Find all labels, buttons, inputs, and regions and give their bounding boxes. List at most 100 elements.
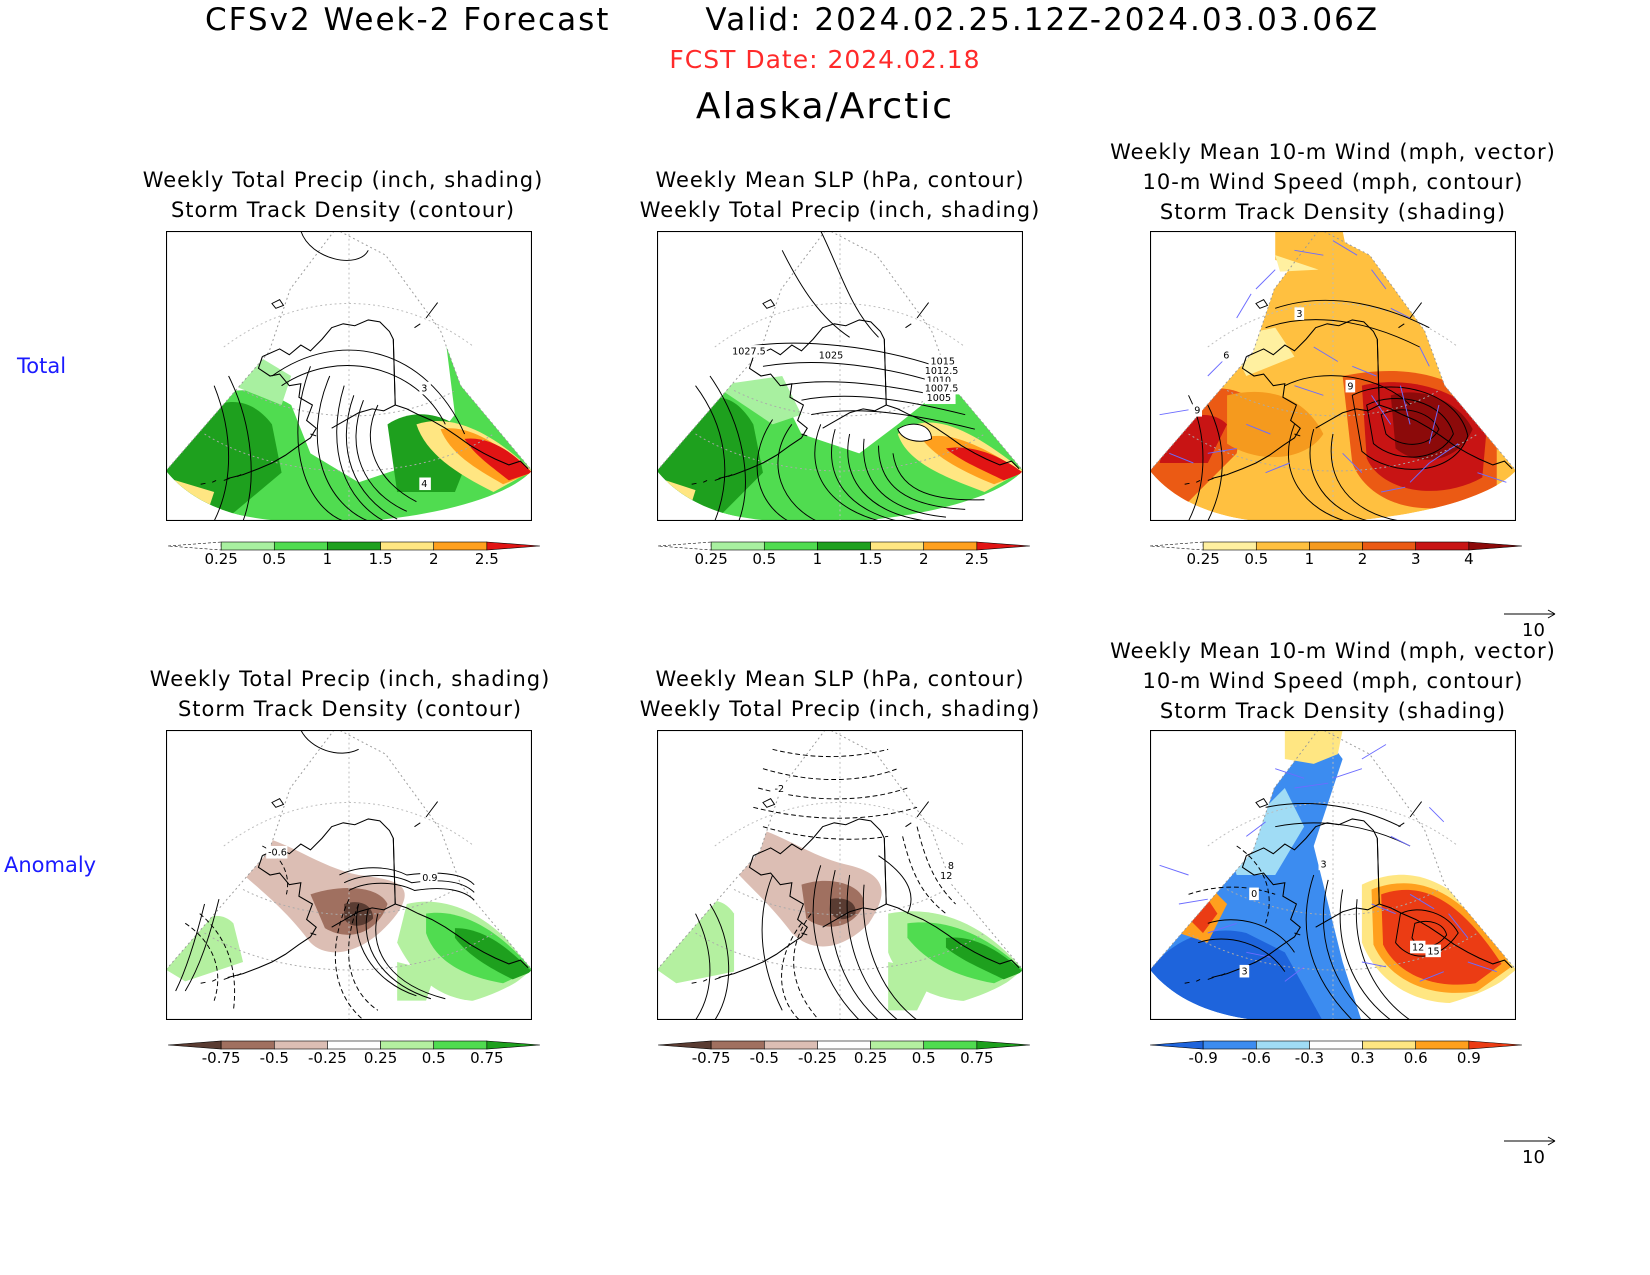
title-anom-precip: Weekly Total Precip (inch, shading) Stor…	[80, 664, 620, 724]
contour-label: 9	[1194, 406, 1200, 417]
colorbar-segment	[327, 1040, 381, 1050]
contour-label: 0	[1251, 889, 1257, 900]
title-line: Weekly Mean SLP (hPa, contour)	[655, 667, 1025, 691]
colorbar-tick-label: 0.5	[262, 550, 286, 568]
contour-label: -2	[775, 784, 785, 795]
colorbar-segment	[1362, 1040, 1417, 1050]
reference-vector-anomaly: 10	[1504, 1136, 1556, 1168]
contour-label: 1010	[927, 376, 951, 387]
colorbar-segment	[1202, 1040, 1257, 1050]
colorbar-tick-label: -0.75	[692, 1049, 731, 1067]
contour-label: 3	[421, 383, 427, 394]
map-total-precip: 3 4	[166, 231, 532, 521]
colorbar-tick-label: 0.5	[422, 1049, 446, 1067]
contour-label: 1025	[819, 351, 843, 362]
region-title: Alaska/Arctic	[695, 86, 955, 127]
title-line: Storm Track Density (contour)	[177, 697, 523, 721]
map-total-slp: 1027.5 1025 1015 1012.5 1010 1007.5 1005	[657, 231, 1023, 521]
colorbar-segment	[1255, 541, 1310, 551]
contour-label: 1005	[927, 393, 951, 404]
colorbar-segment	[710, 541, 765, 551]
colorbar-segment	[220, 541, 275, 551]
title-total-wind: Weekly Mean 10-m Wind (mph, vector) 10-m…	[1063, 137, 1603, 227]
colorbar-segment	[433, 1040, 488, 1050]
colorbar-tick-label: 0.5	[912, 1049, 936, 1067]
colorbar-tick-label: 0.25	[854, 1049, 887, 1067]
contour-label: -0.6	[268, 848, 287, 859]
colorbar-tick-label: -0.5	[750, 1049, 779, 1067]
colorbar-segment	[1415, 541, 1470, 551]
contour-label: 1015	[931, 356, 955, 367]
colorbar-segment	[273, 1040, 328, 1050]
colorbar-segment	[976, 541, 1031, 551]
title-line: 10-m Wind Speed (mph, contour)	[1142, 170, 1524, 194]
colorbar-segment	[1468, 1040, 1523, 1050]
colorbar-tick-label: -0.75	[202, 1049, 241, 1067]
colorbar-tick-label: 0.5	[1244, 550, 1268, 568]
colorbar-segment	[380, 541, 435, 551]
colorbar-tick-label: 0.3	[1351, 1049, 1375, 1067]
colorbar-segment	[817, 541, 871, 551]
title-line: Weekly Mean 10-m Wind (mph, vector)	[1110, 639, 1556, 663]
colorbar-segment	[710, 1040, 765, 1050]
title-anom-wind: Weekly Mean 10-m Wind (mph, vector) 10-m…	[1063, 636, 1603, 726]
colorbar-tick-label: 4	[1464, 550, 1474, 568]
map-anom-wind: 3 0 3 12 15	[1150, 730, 1516, 1020]
colorbar-tick-label: 0.75	[470, 1049, 503, 1067]
contour-label: 4	[421, 479, 427, 490]
colorbar-segment	[1415, 1040, 1470, 1050]
forecast-title: CFSv2 Week-2 Forecast	[205, 2, 611, 38]
colorbar-total-precip: 0.25 0.5 1 1.5 2 2.5	[167, 541, 541, 568]
colorbar-tick-label: 1	[323, 550, 333, 568]
map-total-wind: 3 6 9 9	[1150, 231, 1516, 521]
colorbar-segment	[380, 1040, 435, 1050]
contour-label: 6	[1223, 351, 1229, 362]
contour-label: 12	[1412, 942, 1424, 953]
contour-label: 0.9	[422, 873, 437, 884]
colorbar-tick-label: 2	[1358, 550, 1368, 568]
colorbar-total-wind: 0.25 0.5 1 2 3 4	[1149, 541, 1523, 568]
colorbar-segment	[273, 541, 328, 551]
colorbar-tick-label: -0.3	[1295, 1049, 1324, 1067]
colorbar-segment	[817, 1040, 871, 1050]
contour-label: 3	[1296, 309, 1302, 320]
colorbar-tick-label: 2	[429, 550, 439, 568]
colorbar-segment	[976, 1040, 1031, 1050]
title-line: Storm Track Density (shading)	[1159, 699, 1507, 723]
contour-label: 1012.5	[925, 366, 959, 377]
valid-period: Valid: 2024.02.25.12Z-2024.03.03.06Z	[705, 2, 1380, 38]
colorbar-segment	[763, 1040, 818, 1050]
colorbar-anom-precip: -0.75 -0.5 -0.25 0.25 0.5 0.75	[167, 1040, 541, 1067]
colorbar-segment	[657, 1040, 712, 1050]
contour-label: 3	[1320, 859, 1326, 870]
colorbar-segment	[327, 541, 381, 551]
title-line: Weekly Mean SLP (hPa, contour)	[655, 168, 1025, 192]
title-line: Storm Track Density (contour)	[170, 198, 516, 222]
map-anom-slp: -2 8 12	[657, 730, 1023, 1020]
colorbar-tick-label: 0.25	[694, 550, 727, 568]
colorbar-segment	[1468, 541, 1523, 551]
forecast-date: FCST Date: 2024.02.18	[669, 45, 981, 74]
contour-label: 1027.5	[732, 347, 766, 358]
colorbar-tick-label: -0.25	[308, 1049, 347, 1067]
reference-vector-total: 10	[1504, 609, 1556, 641]
colorbar-tick-label: -0.9	[1189, 1049, 1218, 1067]
colorbar-segment	[1202, 541, 1257, 551]
title-line: Weekly Total Precip (inch, shading)	[149, 667, 551, 691]
colorbar-segment	[167, 541, 222, 551]
colorbar-tick-label: 3	[1411, 550, 1421, 568]
colorbar-tick-label: 0.75	[960, 1049, 993, 1067]
row-label-total: Total	[17, 354, 67, 378]
colorbar-segment	[167, 1040, 222, 1050]
figure-title: CFSv2 Week-2 Forecast Valid: 2024.02.25.1…	[205, 2, 1379, 38]
colorbar-tick-label: 1	[1305, 550, 1315, 568]
colorbar-segment	[923, 541, 978, 551]
colorbar-segment	[763, 541, 818, 551]
contour-label: 12	[940, 871, 952, 882]
map-anom-precip: -0.6 0.9	[166, 730, 532, 1020]
colorbar-segment	[870, 541, 925, 551]
contour-label: 3	[1242, 967, 1248, 978]
colorbar-segment	[870, 1040, 925, 1050]
colorbar-tick-label: 0.6	[1404, 1049, 1428, 1067]
colorbar-tick-label: -0.5	[260, 1049, 289, 1067]
